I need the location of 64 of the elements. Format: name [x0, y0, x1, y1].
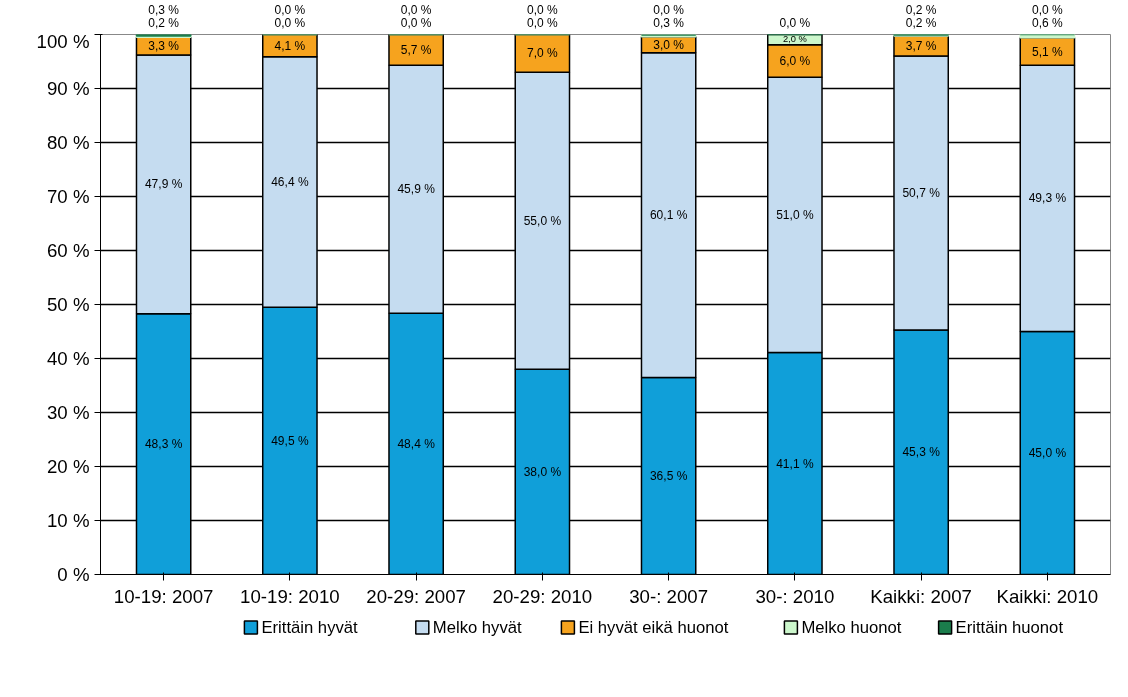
data-label: 3,0 %: [653, 37, 685, 52]
data-label: 50,7 %: [902, 185, 941, 200]
data-label: 45,3 %: [902, 445, 941, 460]
data-label: 0,2 %: [148, 15, 180, 30]
data-label: 55,0 %: [523, 213, 562, 228]
legend-label: Erittäin hyvät: [261, 618, 359, 637]
data-label: 49,3 %: [1028, 191, 1067, 206]
data-label: 0,6 %: [1032, 15, 1064, 30]
y-tick-label: 10 %: [46, 510, 90, 531]
y-tick-label: 100 %: [36, 30, 90, 52]
data-label: 45,9 %: [397, 182, 436, 197]
data-label: 47,9 %: [144, 177, 183, 192]
legend-label: Ei hyvät eikä huonot: [578, 618, 729, 637]
y-tick-label: 0 %: [57, 564, 90, 585]
y-tick-label: 40 %: [46, 348, 90, 369]
data-label: 0,0 %: [527, 2, 559, 17]
data-label: 60,1 %: [649, 208, 688, 223]
x-tick-label: 20-29: 2007: [366, 585, 466, 607]
data-label: 49,5 %: [271, 433, 309, 448]
data-label: 51,0 %: [776, 207, 814, 222]
data-label: 0,0 %: [653, 2, 685, 17]
data-label: 0,2 %: [905, 2, 937, 17]
x-tick-label: 30-: 2010: [755, 585, 835, 607]
y-tick-label: 70 %: [46, 186, 90, 207]
data-label: 7,0 %: [527, 46, 559, 61]
y-tick-label: 50 %: [46, 294, 90, 315]
y-tick-label: 90 %: [46, 78, 90, 99]
x-tick-label: 10-19: 2007: [113, 585, 214, 607]
data-label: 2,0 %: [782, 34, 807, 45]
data-label: 6,0 %: [779, 53, 811, 68]
x-tick-label: Kaikki: 2010: [996, 585, 1099, 607]
y-tick-label: 60 %: [46, 240, 90, 261]
x-tick-label: 10-19: 2010: [240, 585, 340, 607]
data-label: 0,0 %: [527, 15, 559, 30]
y-tick-label: 80 %: [46, 132, 90, 153]
legend-label: Melko huonot: [801, 618, 902, 637]
data-label: 0,3 %: [148, 2, 180, 17]
data-label: 0,0 %: [1032, 2, 1064, 17]
x-tick-label: 30-: 2007: [629, 585, 709, 607]
data-label: 0,0 %: [274, 2, 306, 17]
data-label: 46,4 %: [271, 174, 309, 189]
data-label: 3,7 %: [905, 39, 937, 54]
legend-label: Erittäin huonot: [955, 618, 1064, 637]
data-label: 3,3 %: [148, 39, 180, 54]
data-label: 45,0 %: [1028, 446, 1067, 460]
data-label: 5,7 %: [400, 42, 432, 57]
data-label: 5,1 %: [1032, 44, 1064, 59]
x-tick-label: 20-29: 2010: [492, 585, 593, 607]
data-label: 4,1 %: [274, 38, 306, 53]
data-label: 48,4 %: [397, 436, 436, 451]
y-tick-label: 20 %: [46, 456, 90, 477]
data-label: 0,2 %: [905, 15, 937, 30]
data-label: 0,0 %: [400, 2, 432, 17]
data-label: 0,0 %: [779, 15, 811, 30]
data-label: 36,5 %: [649, 468, 688, 483]
data-label: 48,3 %: [144, 437, 183, 452]
data-label: 0,0 %: [274, 15, 306, 30]
data-label: 38,0 %: [523, 464, 562, 479]
data-label: 0,0 %: [400, 15, 432, 30]
data-label: 41,1 %: [776, 456, 814, 471]
legend-label: Melko hyvät: [432, 618, 523, 637]
data-label: 0,3 %: [653, 15, 685, 30]
y-tick-label: 30 %: [46, 402, 90, 423]
x-tick-label: Kaikki: 2007: [870, 585, 972, 607]
